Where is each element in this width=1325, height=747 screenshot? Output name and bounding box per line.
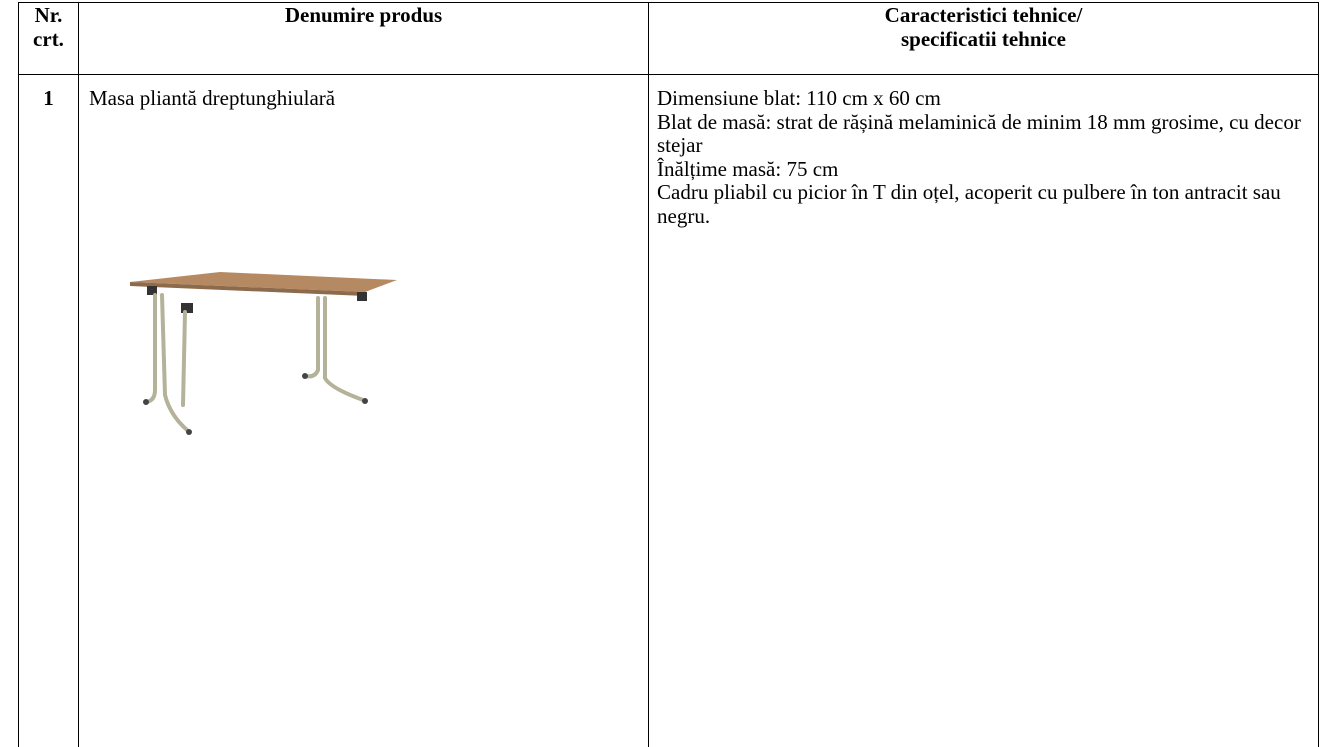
legs — [145, 293, 365, 432]
border — [648, 2, 649, 747]
border — [78, 2, 79, 747]
header-cell: Nr. crt. — [19, 3, 78, 51]
header-cell: Denumire produs — [79, 3, 648, 28]
header-text: specificatii tehnice — [900, 26, 1067, 51]
header-text: Caracteristici tehnice/ — [884, 3, 1083, 27]
header-text: Nr. — [34, 3, 63, 27]
feet — [143, 373, 368, 435]
border — [18, 2, 19, 747]
bracket — [181, 303, 193, 313]
border — [18, 2, 1319, 3]
row-number: 1 — [43, 86, 54, 110]
header-cell: Caracteristici tehnice/ specificatii teh… — [649, 3, 1318, 51]
table-edge — [130, 282, 365, 296]
spec-line: Blat de masă: strat de rășină melaminică… — [657, 109, 1301, 157]
specs: Dimensiune blat: 110 cm x 60 cm Blat de … — [657, 86, 1317, 228]
spec-line: Înălțime masă: 75 cm — [657, 156, 839, 181]
product-name: Masa pliantă dreptunghiulară — [89, 86, 336, 110]
border — [1318, 2, 1319, 747]
border — [18, 74, 1319, 75]
spec-line: Cadru pliabil cu picior în T din oțel, a… — [657, 180, 1281, 228]
spec-line: Dimensiune blat: 110 cm x 60 cm — [657, 86, 941, 110]
bracket — [147, 286, 157, 295]
product-image — [130, 272, 397, 435]
table-top — [130, 272, 397, 292]
header-text: crt. — [33, 26, 64, 51]
bracket — [357, 292, 367, 301]
header-text: Denumire produs — [284, 3, 443, 27]
